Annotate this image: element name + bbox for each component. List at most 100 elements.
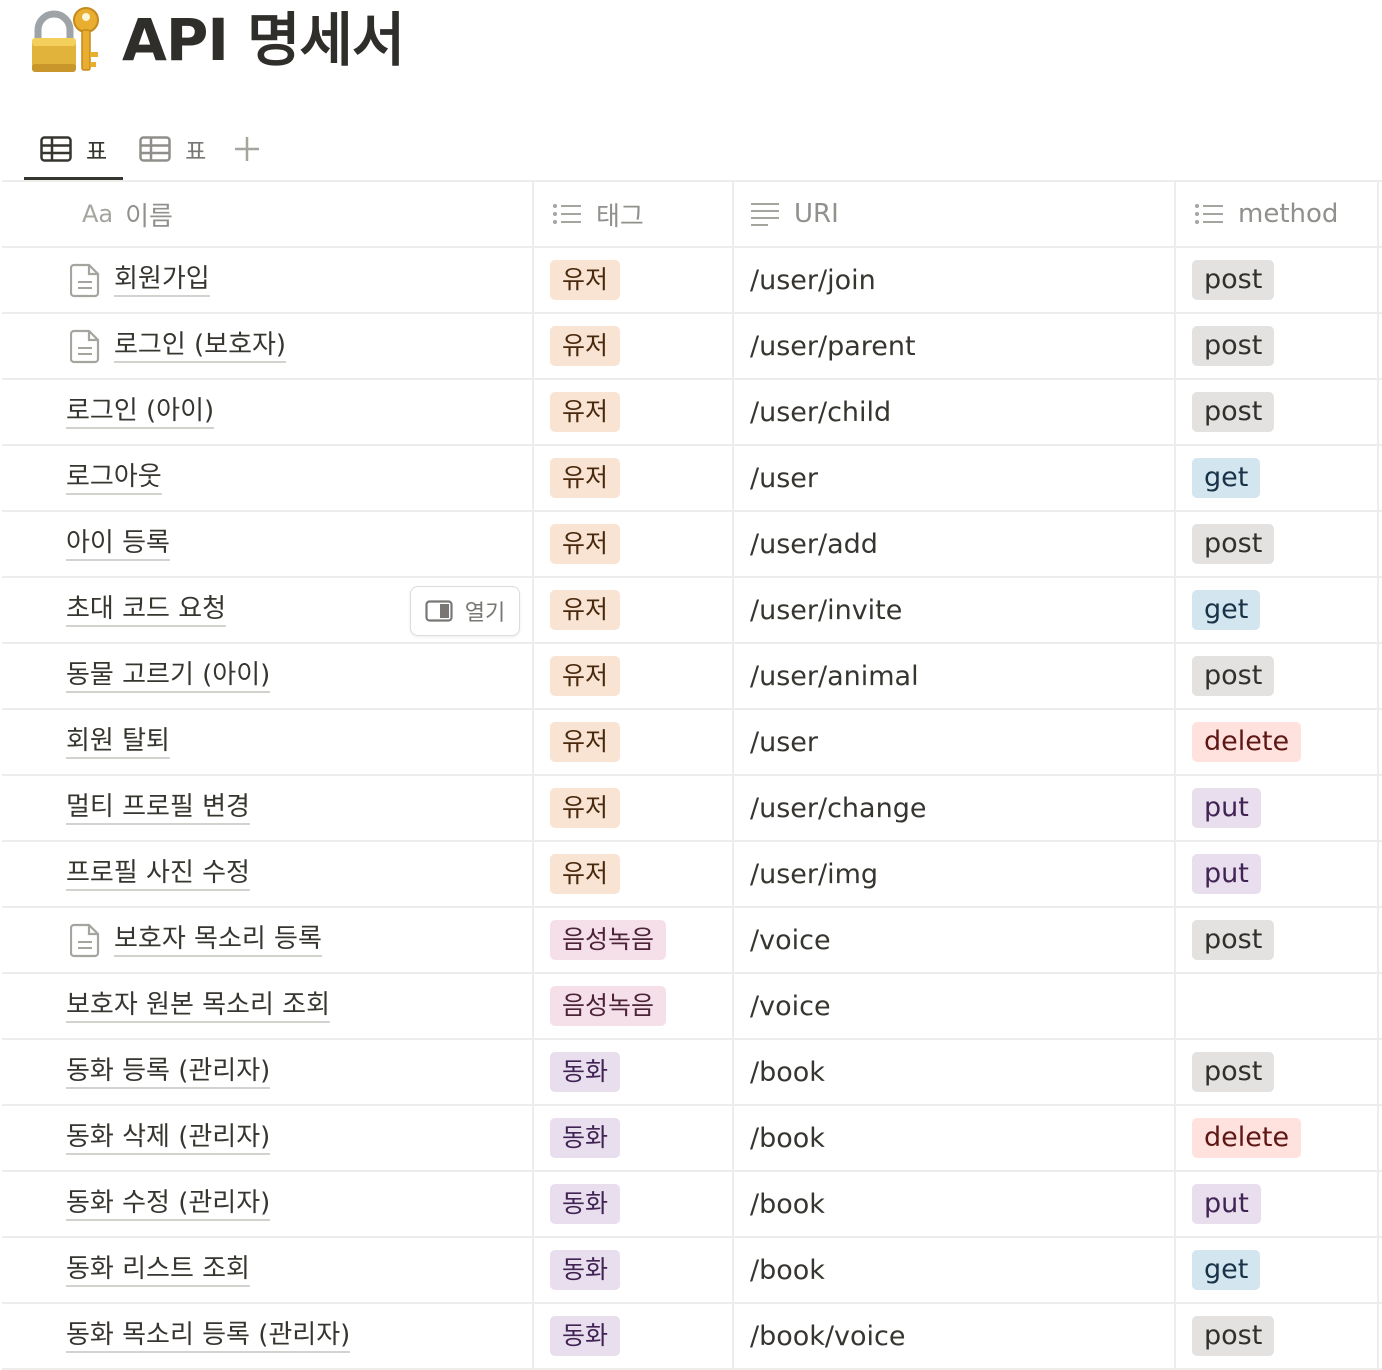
- cell-method[interactable]: get: [1175, 1236, 1379, 1304]
- row-title[interactable]: 동화 수정 (관리자): [66, 1188, 532, 1221]
- cell-tag[interactable]: 동화: [533, 1170, 734, 1238]
- row-title[interactable]: 동화 리스트 조회: [66, 1254, 532, 1287]
- row-title-text[interactable]: 로그아웃: [66, 462, 162, 495]
- cell-name[interactable]: 보호자 목소리 등록: [2, 906, 534, 974]
- cell-name[interactable]: 동화 삭제 (관리자): [2, 1104, 534, 1172]
- cell-name[interactable]: 동물 고르기 (아이): [2, 642, 534, 710]
- cell-method[interactable]: post: [1175, 1038, 1379, 1106]
- column-header-name[interactable]: Aa 이름: [2, 180, 534, 248]
- table-row[interactable]: 동화 삭제 (관리자) 동화/book delete: [2, 1104, 1382, 1172]
- cell-uri[interactable]: /user/child: [733, 378, 1176, 446]
- cell-tag[interactable]: 동화: [533, 1236, 734, 1304]
- cell-uri[interactable]: /user/change: [733, 774, 1176, 842]
- table-row[interactable]: 동화 수정 (관리자) 동화/book put: [2, 1170, 1382, 1238]
- cell-name[interactable]: 동화 수정 (관리자): [2, 1170, 534, 1238]
- table-row[interactable]: 멀티 프로필 변경 유저/user/change put: [2, 774, 1382, 842]
- row-title-text[interactable]: 동화 리스트 조회: [66, 1254, 250, 1287]
- row-title-text[interactable]: 동화 등록 (관리자): [66, 1056, 271, 1089]
- cell-name[interactable]: 회원가입: [2, 246, 534, 314]
- cell-method[interactable]: post: [1175, 312, 1379, 380]
- cell-name[interactable]: 멀티 프로필 변경: [2, 774, 534, 842]
- row-title[interactable]: 보호자 원본 목소리 조회: [66, 990, 532, 1023]
- cell-name[interactable]: 동화 리스트 조회: [2, 1236, 534, 1304]
- cell-uri[interactable]: /book: [733, 1104, 1176, 1172]
- cell-method[interactable]: put: [1175, 774, 1379, 842]
- cell-method[interactable]: [1175, 972, 1379, 1040]
- cell-uri[interactable]: /voice: [733, 972, 1176, 1040]
- open-side-peek-button[interactable]: 열기: [410, 586, 520, 636]
- table-row[interactable]: 동물 고르기 (아이) 유저/user/animal post: [2, 642, 1382, 710]
- page-title[interactable]: API 명세서: [122, 6, 405, 74]
- row-title-text[interactable]: 동화 수정 (관리자): [66, 1188, 271, 1221]
- row-title-text[interactable]: 동물 고르기 (아이): [66, 660, 271, 693]
- row-title-text[interactable]: 멀티 프로필 변경: [66, 792, 250, 825]
- table-row[interactable]: 로그아웃 유저/user get: [2, 444, 1382, 512]
- table-row[interactable]: 로그인 (보호자) 유저/user/parent post: [2, 312, 1382, 380]
- cell-uri[interactable]: /book: [733, 1236, 1176, 1304]
- cell-tag[interactable]: 동화: [533, 1038, 734, 1106]
- row-title-text[interactable]: 로그인 (보호자): [114, 330, 287, 363]
- table-row[interactable]: 아이 등록 유저/user/add post: [2, 510, 1382, 578]
- row-title[interactable]: 멀티 프로필 변경: [66, 792, 532, 825]
- column-header-tag[interactable]: 태그: [533, 180, 734, 248]
- cell-tag[interactable]: 동화: [533, 1302, 734, 1370]
- cell-tag[interactable]: 유저: [533, 774, 734, 842]
- cell-uri[interactable]: /user: [733, 708, 1176, 776]
- row-title-text[interactable]: 로그인 (아이): [66, 396, 215, 429]
- row-title-text[interactable]: 아이 등록: [66, 528, 170, 561]
- row-title[interactable]: 초대 코드 요청: [66, 594, 532, 627]
- table-row[interactable]: 동화 리스트 조회 동화/book get: [2, 1236, 1382, 1304]
- cell-name[interactable]: 로그인 (보호자): [2, 312, 534, 380]
- cell-method[interactable]: post: [1175, 906, 1379, 974]
- cell-method[interactable]: put: [1175, 1170, 1379, 1238]
- cell-uri[interactable]: /user/invite: [733, 576, 1176, 644]
- row-title-text[interactable]: 보호자 목소리 등록: [114, 924, 322, 957]
- cell-uri[interactable]: /user/add: [733, 510, 1176, 578]
- table-row[interactable]: 회원 탈퇴 유저/user delete: [2, 708, 1382, 776]
- add-view-button[interactable]: [222, 118, 272, 180]
- row-title-text[interactable]: 회원가입: [114, 264, 210, 297]
- cell-tag[interactable]: 유저: [533, 840, 734, 908]
- cell-uri[interactable]: /user/img: [733, 840, 1176, 908]
- cell-tag[interactable]: 유저: [533, 246, 734, 314]
- table-row[interactable]: 동화 목소리 등록 (관리자) 동화/book/voice post: [2, 1302, 1382, 1370]
- cell-tag[interactable]: 유저: [533, 510, 734, 578]
- row-title-text[interactable]: 보호자 원본 목소리 조회: [66, 990, 330, 1023]
- table-row[interactable]: 프로필 사진 수정 유저/user/img put: [2, 840, 1382, 908]
- cell-uri[interactable]: /book/voice: [733, 1302, 1176, 1370]
- row-title-text[interactable]: 초대 코드 요청: [66, 594, 227, 627]
- row-title-text[interactable]: 동화 삭제 (관리자): [66, 1122, 271, 1155]
- cell-uri[interactable]: /book: [733, 1038, 1176, 1106]
- cell-method[interactable]: post: [1175, 1302, 1379, 1370]
- cell-tag[interactable]: 유저: [533, 312, 734, 380]
- row-title-text[interactable]: 회원 탈퇴: [66, 726, 170, 759]
- row-title[interactable]: 동화 등록 (관리자): [66, 1056, 532, 1089]
- cell-name[interactable]: 회원 탈퇴: [2, 708, 534, 776]
- view-tab-table-1[interactable]: 표: [24, 118, 124, 180]
- cell-uri[interactable]: /user/animal: [733, 642, 1176, 710]
- cell-uri[interactable]: /book: [733, 1170, 1176, 1238]
- cell-name[interactable]: 동화 목소리 등록 (관리자): [2, 1302, 534, 1370]
- cell-uri[interactable]: /user/join: [733, 246, 1176, 314]
- row-title[interactable]: 로그아웃: [66, 462, 532, 495]
- row-title[interactable]: 아이 등록: [66, 528, 532, 561]
- cell-uri[interactable]: /user: [733, 444, 1176, 512]
- table-row[interactable]: 로그인 (아이) 유저/user/child post: [2, 378, 1382, 446]
- row-title[interactable]: 동화 목소리 등록 (관리자): [66, 1320, 532, 1353]
- cell-method[interactable]: get: [1175, 576, 1379, 644]
- table-row[interactable]: 보호자 목소리 등록 음성녹음/voice post: [2, 906, 1382, 974]
- cell-name[interactable]: 로그인 (아이): [2, 378, 534, 446]
- cell-name[interactable]: 초대 코드 요청 열기: [2, 576, 534, 644]
- row-title[interactable]: 동화 삭제 (관리자): [66, 1122, 532, 1155]
- cell-method[interactable]: post: [1175, 642, 1379, 710]
- cell-method[interactable]: put: [1175, 840, 1379, 908]
- row-title[interactable]: 보호자 목소리 등록: [68, 922, 532, 958]
- view-tab-table-2[interactable]: 표: [123, 118, 222, 180]
- row-title[interactable]: 동물 고르기 (아이): [66, 660, 532, 693]
- row-title[interactable]: 회원 탈퇴: [66, 726, 532, 759]
- cell-name[interactable]: 동화 등록 (관리자): [2, 1038, 534, 1106]
- cell-name[interactable]: 아이 등록: [2, 510, 534, 578]
- cell-method[interactable]: delete: [1175, 1104, 1379, 1172]
- column-header-method[interactable]: method: [1175, 180, 1379, 248]
- cell-tag[interactable]: 음성녹음: [533, 972, 734, 1040]
